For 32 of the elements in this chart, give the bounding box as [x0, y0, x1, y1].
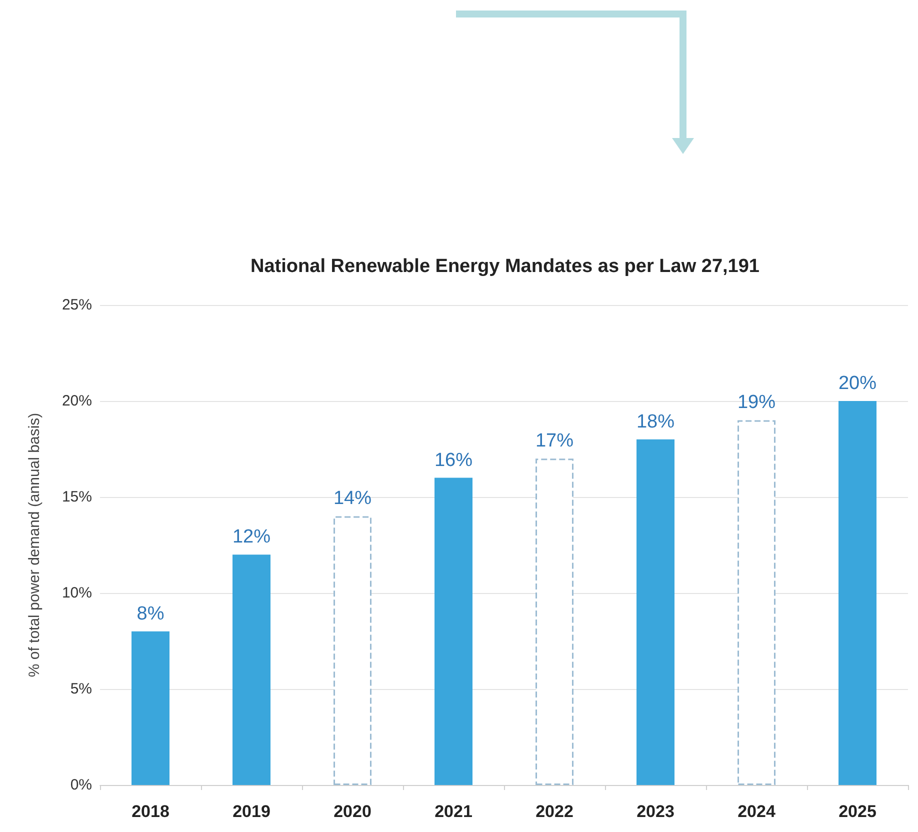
bar	[334, 516, 372, 785]
x-tick-label: 2021	[434, 802, 472, 821]
data-label: 19%	[737, 392, 776, 414]
y-tick-label: 10%	[62, 584, 92, 602]
y-tick-label: 0%	[70, 776, 92, 794]
x-tick-label: 2023	[636, 802, 674, 821]
data-label: 8%	[136, 603, 164, 624]
y-axis-title: % of total power demand (annual basis)	[26, 412, 43, 678]
y-tick-label: 15%	[62, 488, 92, 506]
x-tick-label: 2022	[536, 802, 574, 821]
y-tick-label: 20%	[62, 392, 92, 410]
bar	[232, 554, 270, 785]
data-label: 16%	[434, 450, 473, 471]
x-tick-label: 2024	[738, 802, 776, 821]
data-label: 14%	[333, 488, 372, 510]
y-tick-label: 25%	[62, 296, 92, 314]
bar	[738, 420, 776, 785]
bar	[132, 631, 170, 785]
x-tick-label: 2025	[838, 802, 876, 821]
x-tick-label: 2020	[334, 802, 372, 821]
bar	[434, 478, 472, 785]
bar	[636, 439, 674, 785]
y-tick-label: 5%	[70, 680, 92, 698]
chart-title: National Renewable Energy Mandates as per Law 27,191	[250, 256, 760, 277]
x-tick-label: 2018	[132, 802, 170, 821]
data-label: 12%	[232, 526, 271, 548]
data-label: 17%	[535, 430, 574, 452]
data-label: 18%	[636, 411, 675, 432]
data-label: 20%	[838, 373, 877, 394]
bar	[838, 401, 876, 785]
x-tick-label: 2019	[232, 802, 270, 821]
bar	[536, 458, 574, 785]
